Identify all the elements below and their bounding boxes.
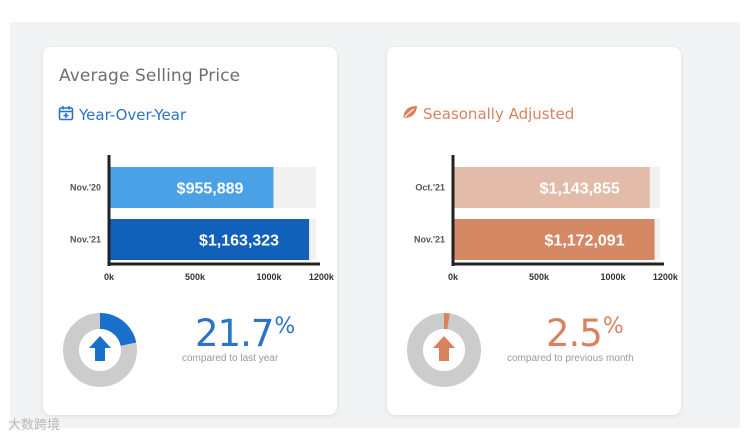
x-tick-label: 500k bbox=[185, 272, 206, 282]
card-title: Average Selling Price bbox=[59, 66, 241, 86]
x-tick-label: 1000k bbox=[600, 272, 626, 282]
subtitle-label: Seasonally Adjusted bbox=[423, 105, 575, 123]
category-label: Nov.'21 bbox=[414, 235, 445, 245]
percent-unit: % bbox=[602, 314, 624, 339]
leaf-icon bbox=[402, 105, 418, 123]
bar bbox=[109, 167, 274, 208]
donut-fill bbox=[407, 313, 481, 387]
seasonal-bar-chart-svg: $1,143,855 Oct.'21 $1,172,091 Nov.'21 0k 500k… bbox=[414, 155, 679, 282]
seasonal-bar-chart: $1,143,855 Oct.'21 $1,172,091 Nov.'21 0k 500k… bbox=[387, 147, 681, 292]
percent-value: 2.5 bbox=[546, 312, 603, 355]
x-tick-label: 1200k bbox=[309, 272, 335, 282]
yoy-donut-svg bbox=[63, 313, 137, 387]
percent-value: 21.7 bbox=[195, 312, 274, 355]
bar-value-label: $1,163,323 bbox=[199, 233, 279, 250]
watermark-text: 大数跨境 bbox=[8, 418, 61, 433]
seasonal-donut bbox=[407, 313, 481, 387]
yoy-caption: compared to last year bbox=[182, 353, 279, 364]
category-label: Oct.'21 bbox=[415, 183, 445, 193]
x-tick-label: 0k bbox=[104, 272, 115, 282]
x-tick-label: 500k bbox=[529, 272, 550, 282]
yoy-donut bbox=[63, 313, 137, 387]
category-label: Nov.'20 bbox=[70, 183, 101, 193]
seasonal-percent: 2.5% bbox=[546, 312, 624, 355]
calendar-plus-icon bbox=[58, 105, 74, 125]
yoy-bar-chart: $955,889 Nov.'20 $1,163,323 Nov.'21 0k 500k 10… bbox=[43, 147, 337, 292]
bar-value-label: $1,143,855 bbox=[540, 181, 620, 198]
seasonal-price-card: Seasonally Adjusted $1,143,855 Oct.'21 $1,… bbox=[387, 47, 681, 415]
yoy-bar-chart-svg: $955,889 Nov.'20 $1,163,323 Nov.'21 0k 500k 10… bbox=[70, 155, 335, 282]
seasonal-caption: compared to previous month bbox=[507, 353, 634, 364]
seasonal-donut-svg bbox=[407, 313, 481, 387]
bar bbox=[453, 219, 655, 260]
bar-value-label: $1,172,091 bbox=[545, 233, 625, 250]
yoy-subtitle: Year-Over-Year bbox=[58, 105, 186, 125]
subtitle-label: Year-Over-Year bbox=[79, 106, 187, 124]
up-arrow-icon bbox=[433, 336, 455, 361]
yoy-percent: 21.7% bbox=[195, 312, 295, 355]
yoy-price-card: Average Selling Price Year-Over-Year $95… bbox=[43, 47, 337, 415]
category-label: Nov.'21 bbox=[70, 235, 101, 245]
x-tick-label: 0k bbox=[448, 272, 459, 282]
seasonal-subtitle: Seasonally Adjusted bbox=[402, 105, 574, 123]
donut-fill bbox=[63, 313, 137, 387]
x-tick-label: 1200k bbox=[653, 272, 679, 282]
bar bbox=[453, 167, 650, 208]
percent-unit: % bbox=[274, 314, 295, 339]
x-tick-label: 1000k bbox=[256, 272, 282, 282]
up-arrow-icon bbox=[89, 336, 111, 361]
bar bbox=[109, 219, 310, 260]
bar-value-label: $955,889 bbox=[177, 181, 244, 198]
